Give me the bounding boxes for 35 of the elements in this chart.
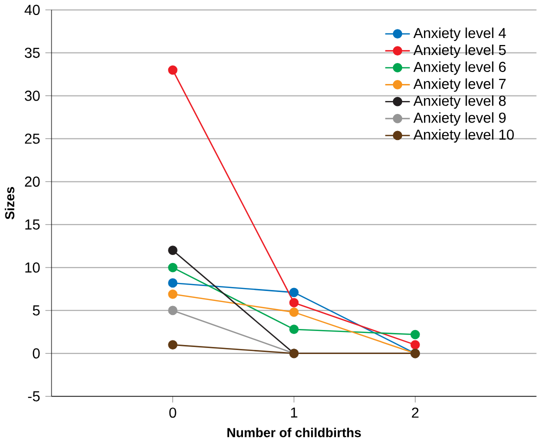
x-axis-title: Number of childbirths — [227, 428, 361, 438]
y-tick-label: 10 — [25, 262, 40, 273]
y-tick-label: 25 — [24, 134, 40, 144]
legend-label: Anxiety level 6 — [413, 61, 506, 75]
point — [289, 307, 299, 317]
x-tick-label: 1 — [291, 408, 298, 418]
point — [289, 298, 299, 308]
y-tick-label: -5 — [28, 391, 40, 402]
legend-label: Anxiety level 4 — [413, 28, 506, 41]
point — [168, 306, 178, 316]
y-tick-label: 20 — [24, 176, 40, 187]
point — [289, 288, 299, 298]
legend-label: Anxiety level 7 — [413, 78, 506, 92]
point — [168, 278, 178, 288]
point — [168, 289, 178, 299]
y-tick-label: 40 — [24, 4, 40, 15]
point — [289, 324, 299, 334]
y-axis-title: Sizes — [4, 187, 14, 220]
point — [168, 65, 178, 75]
x-tick-label: 2 — [412, 408, 418, 418]
y-tick-label: 35 — [24, 48, 40, 58]
y-tick-label: 30 — [24, 90, 40, 101]
y-tick-label: 0 — [32, 348, 40, 358]
y-tick-label: 5 — [32, 305, 40, 316]
point — [168, 340, 178, 350]
y-tick-label: 15 — [25, 220, 40, 230]
legend-label: Anxiety level 9 — [413, 112, 506, 126]
point — [168, 262, 178, 272]
point — [410, 330, 420, 340]
point — [410, 340, 420, 350]
x-tick-label: 0 — [169, 408, 176, 418]
legend-label: Anxiety level 10 — [413, 129, 514, 143]
legend-label: Anxiety level 5 — [413, 44, 506, 58]
legend-label: Anxiety level 8 — [413, 95, 506, 109]
point — [168, 246, 178, 256]
